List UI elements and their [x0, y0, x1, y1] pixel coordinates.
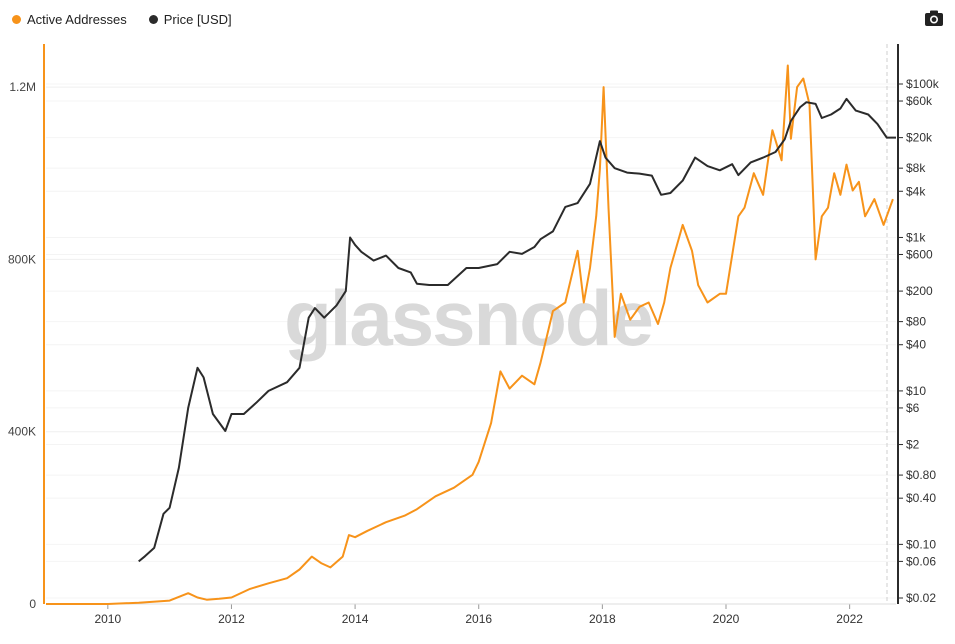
- left-axis-ticks: 0 400K 800K 1.2M: [8, 80, 36, 611]
- right-tick-label: $8k: [906, 161, 926, 175]
- price-dot-icon: [148, 15, 158, 24]
- right-tick-label: $0.10: [906, 537, 936, 551]
- x-tick-label: 2020: [713, 612, 740, 626]
- left-tick-label: 800K: [8, 252, 36, 266]
- right-tick-label: $20k: [906, 131, 933, 145]
- price-line: [138, 97, 896, 563]
- x-tick-label: 2012: [218, 612, 245, 626]
- right-tick-label: $6: [906, 401, 920, 415]
- x-tick-label: 2014: [342, 612, 369, 626]
- active-addresses-line: [46, 64, 894, 605]
- legend-label-active-addresses: Active Addresses: [27, 12, 127, 27]
- camera-icon[interactable]: [924, 9, 944, 27]
- right-tick-label: $60k: [906, 94, 933, 108]
- legend-item-active-addresses[interactable]: Active Addresses: [12, 12, 127, 27]
- x-tick-label: 2016: [465, 612, 492, 626]
- series-layer: [46, 64, 896, 605]
- right-tick-label: $0.80: [906, 468, 936, 482]
- right-tick-label: $100k: [906, 77, 940, 91]
- right-tick-label: $80: [906, 315, 926, 329]
- right-tick-label: $0.06: [906, 554, 936, 568]
- left-tick-label: 0: [29, 597, 36, 611]
- right-tick-label: $40: [906, 338, 926, 352]
- right-tick-label: $600: [906, 247, 933, 261]
- x-tick-label: 2022: [836, 612, 863, 626]
- right-tick-label: $2: [906, 438, 920, 452]
- legend-label-price: Price [USD]: [163, 12, 232, 27]
- left-tick-label: 400K: [8, 425, 36, 439]
- legend-item-price[interactable]: Price [USD]: [148, 12, 232, 27]
- x-tick-label: 2010: [94, 612, 121, 626]
- right-tick-label: $200: [906, 284, 933, 298]
- right-tick-label: $0.02: [906, 591, 936, 605]
- right-tick-label: $0.40: [906, 491, 936, 505]
- left-tick-label: 1.2M: [9, 80, 36, 94]
- right-tick-label: $1k: [906, 230, 926, 244]
- chart-legend: Active Addresses Price [USD]: [12, 12, 232, 27]
- x-axis-ticks: 2010 2012 2014 2016 2018 2020 2022: [46, 603, 896, 626]
- active-addresses-dot-icon: [12, 15, 21, 24]
- right-axis-ticks: $100k $60k $20k $8k $4k $1k $600 $200 $80 $40 $10 $…: [898, 77, 940, 605]
- right-tick-label: $10: [906, 384, 926, 398]
- watermark-text: glassnode: [284, 274, 652, 362]
- right-tick-label: $4k: [906, 184, 926, 198]
- x-tick-label: 2018: [589, 612, 616, 626]
